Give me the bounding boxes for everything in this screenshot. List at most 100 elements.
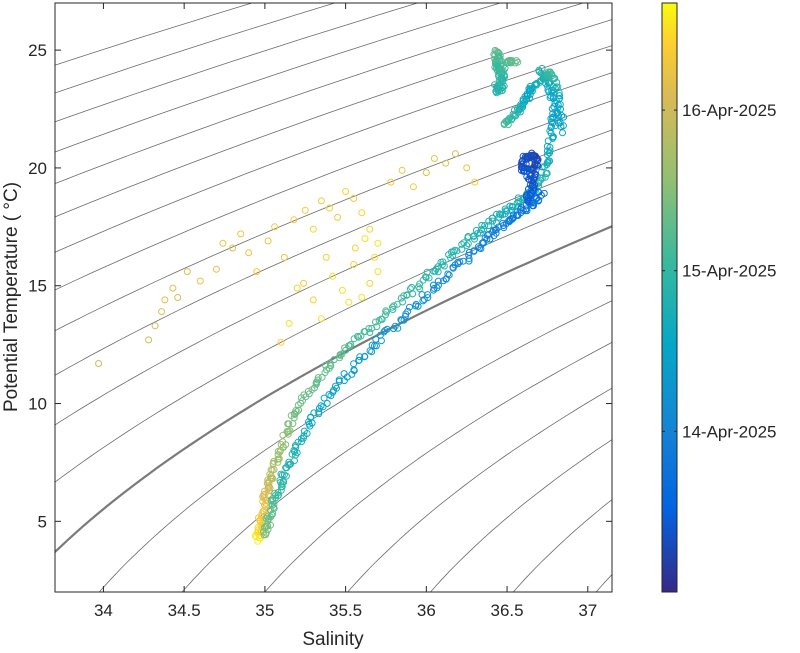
data-point [506, 215, 514, 223]
data-point [440, 262, 448, 270]
data-point [444, 270, 452, 278]
data-point [322, 253, 330, 261]
data-point [255, 514, 262, 522]
data-point [371, 253, 379, 261]
data-point [261, 487, 269, 495]
data-point [374, 239, 382, 247]
data-point [471, 235, 478, 243]
data-point [496, 210, 504, 218]
isopycnal-line [264, 341, 612, 592]
data-point [412, 302, 420, 310]
data-point [519, 160, 527, 168]
data-point [338, 286, 346, 294]
y-tick-label: 20 [28, 159, 47, 178]
data-points [95, 46, 568, 545]
isopycnal-line [55, 3, 502, 153]
data-point [277, 338, 285, 346]
isopycnal-line [55, 225, 612, 554]
data-point [400, 292, 408, 300]
data-point [351, 244, 359, 252]
data-point [300, 427, 308, 435]
data-point [285, 420, 293, 428]
data-point [458, 245, 466, 253]
plot-area-frame [54, 2, 613, 593]
y-axis-ticks: 5 10 15 20 25 [28, 41, 612, 531]
data-point [506, 202, 514, 210]
data-point [463, 242, 471, 249]
isopycnal-line [55, 129, 612, 376]
data-point [292, 407, 300, 414]
colorbar-tick-label: 14-Apr-2025 [682, 422, 777, 441]
data-point [336, 351, 344, 359]
data-point [531, 171, 539, 179]
data-point [158, 308, 166, 316]
data-point [286, 427, 294, 435]
data-point [301, 206, 309, 214]
data-point [528, 190, 536, 198]
data-point [263, 513, 271, 521]
data-point [265, 487, 273, 495]
data-point [481, 222, 489, 230]
data-point [323, 399, 331, 407]
data-point [304, 387, 312, 395]
data-point [422, 169, 430, 177]
data-point [355, 333, 363, 341]
data-point [551, 84, 559, 92]
data-point [278, 483, 286, 491]
data-point [355, 357, 363, 364]
x-tick-label: 37 [578, 601, 597, 620]
data-point [294, 438, 302, 446]
data-point [229, 244, 237, 252]
data-point [151, 322, 159, 330]
data-point [478, 221, 486, 229]
y-tick-label: 25 [28, 41, 47, 60]
data-point [422, 274, 430, 281]
data-point [335, 376, 343, 384]
data-point [495, 71, 502, 78]
data-point [269, 460, 277, 468]
isopycnal-line [55, 45, 612, 253]
isopycnal-line [347, 387, 612, 592]
data-point [317, 197, 325, 205]
data-point [532, 80, 540, 88]
data-point [161, 296, 169, 304]
data-point [558, 112, 565, 119]
data-point [219, 239, 227, 247]
data-point [458, 240, 466, 248]
data-point [314, 374, 322, 382]
data-point [342, 188, 350, 195]
data-point [320, 394, 328, 402]
isopycnal-line [55, 100, 612, 332]
data-point [366, 225, 374, 233]
data-point [398, 166, 406, 174]
data-point [503, 207, 511, 215]
data-point [399, 298, 407, 306]
data-point [274, 458, 282, 466]
data-point [442, 159, 450, 167]
colorbar-ticks: 14-Apr-2025 15-Apr-2025 16-Apr-2025 [662, 101, 777, 441]
data-point [183, 268, 191, 276]
data-point [377, 315, 385, 323]
data-point [424, 291, 432, 299]
data-point [391, 322, 399, 330]
data-point [361, 235, 369, 243]
data-point [523, 168, 531, 175]
colorbar-gradient [661, 2, 678, 593]
data-point [509, 110, 517, 118]
isopycnal-contours [55, 3, 612, 592]
data-point [449, 248, 457, 256]
data-point [277, 486, 285, 494]
data-point [470, 232, 478, 240]
data-point [471, 178, 479, 186]
data-point [422, 273, 429, 281]
x-tick-label: 34 [94, 601, 113, 620]
isopycnal-line [55, 3, 419, 123]
x-tick-label: 35.5 [329, 601, 362, 620]
data-point [549, 133, 557, 141]
data-point [300, 279, 308, 287]
data-point [345, 298, 353, 306]
data-point [451, 150, 459, 158]
data-point [361, 353, 369, 361]
data-point [398, 316, 406, 324]
isopycnal-line [181, 300, 612, 592]
